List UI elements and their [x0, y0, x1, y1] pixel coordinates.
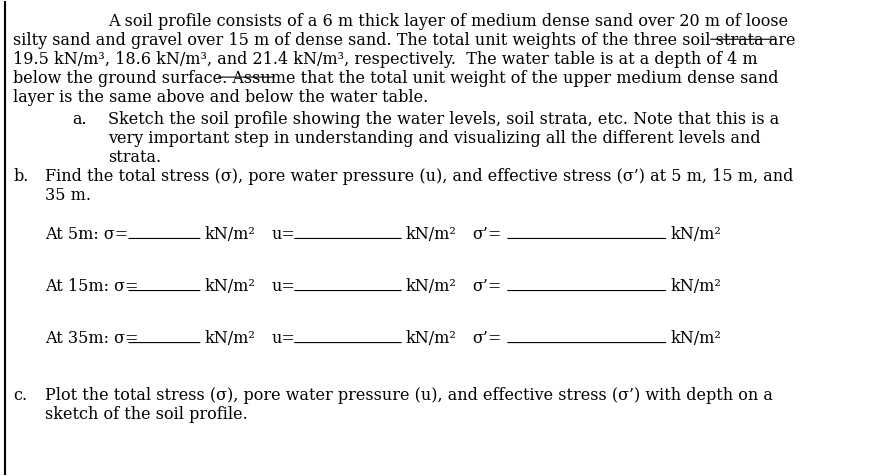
Text: strata.: strata. [108, 149, 161, 166]
Text: At 35m: σ=: At 35m: σ= [45, 330, 138, 347]
Text: σ’=: σ’= [472, 226, 502, 243]
Text: kN/m²: kN/m² [671, 330, 722, 347]
Text: kN/m²: kN/m² [204, 330, 255, 347]
Text: u=: u= [271, 226, 296, 243]
Text: u=: u= [271, 330, 296, 347]
Text: a.: a. [72, 111, 87, 128]
Text: kN/m²: kN/m² [405, 278, 456, 295]
Text: σ’=: σ’= [472, 330, 502, 347]
Text: below the ground surface. Assume that the total unit weight of the upper medium : below the ground surface. Assume that th… [13, 70, 779, 87]
Text: At 15m: σ=: At 15m: σ= [45, 278, 138, 295]
Text: A soil profile consists of a 6 m thick layer of medium dense sand over 20 m of l: A soil profile consists of a 6 m thick l… [108, 13, 789, 30]
Text: σ’=: σ’= [472, 278, 502, 295]
Text: Find the total stress (σ), pore water pressure (u), and effective stress (σ’) at: Find the total stress (σ), pore water pr… [45, 168, 793, 185]
Text: u=: u= [271, 278, 296, 295]
Text: kN/m²: kN/m² [671, 226, 722, 243]
Text: layer is the same above and below the water table.: layer is the same above and below the wa… [13, 89, 429, 106]
Text: kN/m²: kN/m² [671, 278, 722, 295]
Text: c.: c. [13, 387, 28, 404]
Text: Sketch the soil profile showing the water levels, soil strata, etc. Note that th: Sketch the soil profile showing the wate… [108, 111, 780, 128]
Text: kN/m²: kN/m² [204, 226, 255, 243]
Text: 19.5 kN/m³, 18.6 kN/m³, and 21.4 kN/m³, respectively.  The water table is at a d: 19.5 kN/m³, 18.6 kN/m³, and 21.4 kN/m³, … [13, 51, 758, 68]
Text: very important step in understanding and visualizing all the different levels an: very important step in understanding and… [108, 130, 761, 147]
Text: At 5m: σ=: At 5m: σ= [45, 226, 128, 243]
Text: kN/m²: kN/m² [405, 226, 456, 243]
Text: kN/m²: kN/m² [204, 278, 255, 295]
Text: Plot the total stress (σ), pore water pressure (u), and effective stress (σ’) wi: Plot the total stress (σ), pore water pr… [45, 387, 772, 404]
Text: silty sand and gravel over 15 m of dense sand. The total unit weights of the thr: silty sand and gravel over 15 m of dense… [13, 32, 796, 49]
Text: kN/m²: kN/m² [405, 330, 456, 347]
Text: b.: b. [13, 168, 29, 185]
Text: sketch of the soil profile.: sketch of the soil profile. [45, 406, 247, 423]
Text: 35 m.: 35 m. [45, 187, 91, 204]
